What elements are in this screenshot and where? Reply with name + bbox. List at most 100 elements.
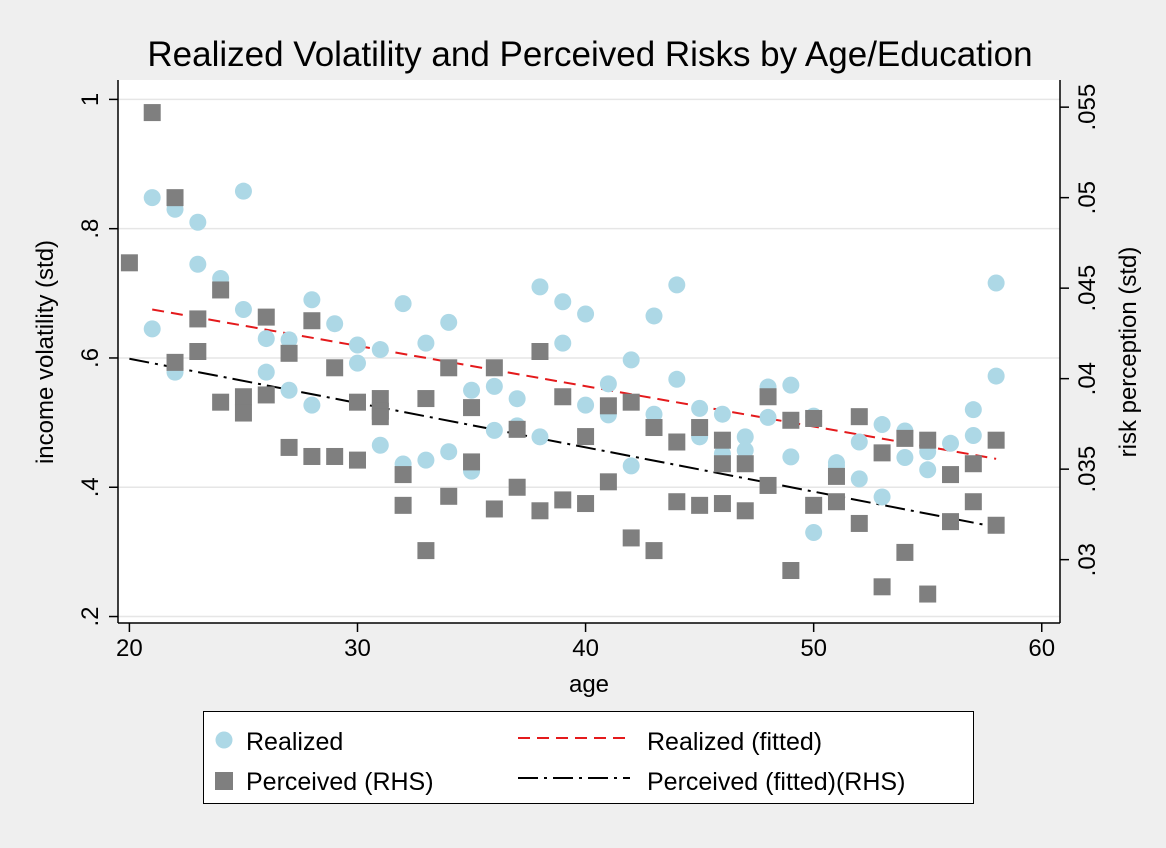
realized-point xyxy=(257,363,275,381)
realized-point xyxy=(508,390,526,408)
perceived-point xyxy=(531,502,549,520)
x-tick-label: 60 xyxy=(1028,635,1055,662)
realized-point xyxy=(280,381,298,399)
perceived-point xyxy=(850,514,868,532)
tick-marks: 20 30 40 50 60 .2 .4 .6 .8 1 .03 .035 .04 .045 .05 .055 xyxy=(77,84,1101,662)
legend-realized-fit-label: Realized (fitted) xyxy=(647,728,823,756)
realized-point xyxy=(622,457,640,475)
perceived-point xyxy=(713,431,731,449)
axes xyxy=(117,80,1061,624)
realized-point xyxy=(987,274,1005,292)
perceived-point xyxy=(554,491,572,509)
x-axis-label: age xyxy=(569,671,609,698)
perceived-point xyxy=(166,189,184,207)
perceived-point xyxy=(394,496,412,514)
perceived-point xyxy=(942,513,960,531)
legend-perceived-label: Perceived (RHS) xyxy=(246,768,434,796)
perceived-point xyxy=(987,516,1005,534)
x-tick-label: 30 xyxy=(344,635,371,662)
perceived-point xyxy=(303,312,321,330)
realized-point xyxy=(713,405,731,423)
y-left-tick-label: .2 xyxy=(77,607,104,627)
realized-point xyxy=(143,320,161,338)
realized-point xyxy=(554,334,572,352)
realized-point xyxy=(964,427,982,445)
legend-perceived-fit-label: Perceived (fitted)(RHS) xyxy=(647,768,906,796)
perceived-point xyxy=(348,451,366,469)
perceived-point xyxy=(554,388,572,406)
perceived-point xyxy=(987,431,1005,449)
realized-point xyxy=(257,330,275,348)
perceived-point xyxy=(257,386,275,404)
perceived-point xyxy=(713,495,731,513)
y-axis-left-label: income volatility (std) xyxy=(32,240,59,464)
perceived-point xyxy=(280,438,298,456)
perceived-point xyxy=(189,310,207,328)
perceived-point xyxy=(827,493,845,511)
realized-point xyxy=(691,399,709,417)
perceived-point xyxy=(166,353,184,371)
realized-point xyxy=(440,443,458,461)
x-tick-label: 50 xyxy=(800,635,827,662)
perceived-point xyxy=(508,420,526,438)
realized-point xyxy=(348,354,366,372)
realized-point xyxy=(485,377,503,395)
realized-point xyxy=(303,396,321,414)
perceived-point xyxy=(577,428,595,446)
realized-point xyxy=(736,428,754,446)
realized-point xyxy=(371,341,389,359)
realized-point xyxy=(348,336,366,354)
perceived-point xyxy=(257,308,275,326)
perceived-point xyxy=(668,433,686,451)
realized-point xyxy=(577,305,595,323)
realized-point xyxy=(234,300,252,318)
perceived-point xyxy=(691,419,709,437)
perceived-point xyxy=(622,529,640,547)
realized-point xyxy=(645,307,663,325)
plot-area xyxy=(118,80,1060,623)
realized-point xyxy=(645,405,663,423)
perceived-point xyxy=(440,359,458,377)
perceived-point xyxy=(417,542,435,560)
realized-point xyxy=(371,436,389,454)
perceived-point xyxy=(645,419,663,437)
perceived-point xyxy=(691,496,709,514)
perceived-point xyxy=(873,444,891,462)
perceived-point xyxy=(394,466,412,484)
realized-point xyxy=(485,421,503,439)
x-tick-label: 40 xyxy=(572,635,599,662)
realized-point xyxy=(189,213,207,231)
perceived-point xyxy=(599,397,617,415)
perceived-point xyxy=(371,408,389,426)
realized-point xyxy=(850,433,868,451)
realized-point xyxy=(463,381,481,399)
realized-point xyxy=(873,416,891,434)
realized-point xyxy=(531,278,549,296)
y-right-tick-label: .03 xyxy=(1074,543,1101,576)
realized-point xyxy=(873,488,891,506)
perceived-point xyxy=(782,562,800,580)
perceived-point xyxy=(759,388,777,406)
perceived-point xyxy=(326,359,344,377)
perceived-point xyxy=(645,542,663,560)
realized-point xyxy=(782,376,800,394)
perceived-point xyxy=(873,578,891,596)
y-right-tick-label: .04 xyxy=(1074,362,1101,395)
realized-point xyxy=(417,451,435,469)
realized-point xyxy=(280,331,298,349)
realized-point xyxy=(417,334,435,352)
realized-point xyxy=(896,449,914,467)
y-left-tick-label: .6 xyxy=(77,348,104,368)
x-tick-label: 20 xyxy=(116,635,143,662)
perceived-point xyxy=(531,343,549,360)
realized-point xyxy=(850,470,868,488)
perceived-point xyxy=(919,585,937,603)
perceived-point xyxy=(736,455,754,473)
perceived-point xyxy=(622,393,640,411)
perceived-point xyxy=(120,254,138,272)
perceived-point xyxy=(805,409,823,427)
realized-point xyxy=(326,315,344,333)
realized-point xyxy=(668,370,686,388)
grid-lines xyxy=(118,98,1060,618)
realized-point xyxy=(440,313,458,331)
